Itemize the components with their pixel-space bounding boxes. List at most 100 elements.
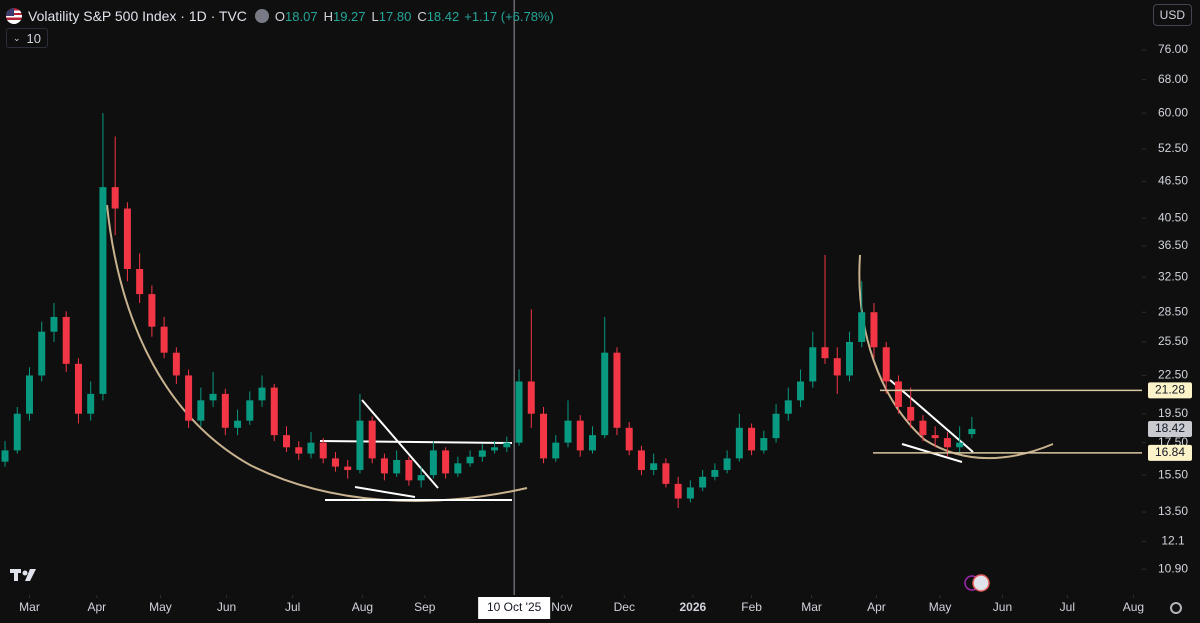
candle-body — [907, 406, 915, 421]
candle-body — [429, 450, 437, 476]
x-tick-label: May — [929, 600, 952, 614]
candle-body — [209, 393, 217, 401]
candle-body — [344, 466, 352, 470]
candle-body — [637, 450, 645, 470]
flag-icon — [6, 8, 22, 24]
symbol-title[interactable]: Volatility S&P 500 Index · 1D · TVC — [28, 8, 247, 24]
candle-body — [588, 435, 596, 451]
candle-body — [711, 469, 719, 477]
x-tick-label: Apr — [87, 600, 106, 614]
x-tick-label: Feb — [741, 600, 762, 614]
ohlc-value: 18.42 — [426, 8, 460, 24]
candle-body — [246, 400, 254, 421]
candle-body — [417, 475, 425, 481]
candle-body — [601, 352, 609, 436]
candle-body — [540, 413, 548, 459]
candle-body — [650, 463, 658, 470]
settings-icon[interactable] — [1170, 602, 1182, 614]
y-tick-label: 36.50 — [1158, 238, 1188, 252]
candle-body — [295, 447, 303, 454]
currency-button[interactable]: USD — [1152, 4, 1192, 26]
event-badge[interactable] — [972, 574, 990, 592]
y-tick-label: 40.50 — [1158, 210, 1188, 224]
ohlc-key: H — [323, 8, 333, 24]
candle-body — [833, 358, 841, 376]
candle-body — [809, 347, 817, 382]
candle-body — [931, 435, 939, 439]
x-tick-label: 2026 — [679, 600, 706, 614]
indicator-value: 10 — [26, 30, 42, 46]
candle-body — [185, 375, 193, 421]
x-tick-label: Jun — [217, 600, 236, 614]
x-tick-label: Aug — [1123, 600, 1144, 614]
candle-body — [552, 442, 560, 459]
candle-body — [613, 352, 621, 428]
candle-body — [234, 420, 242, 428]
price-label-box — [1148, 382, 1192, 399]
ohlc-key: O — [274, 8, 286, 24]
candle-body — [380, 458, 388, 474]
y-tick-label: 28.50 — [1158, 304, 1188, 318]
candle-body — [393, 460, 401, 474]
ohlc-key: C — [417, 8, 427, 24]
currency: USD — [1159, 8, 1185, 22]
candle-body — [62, 316, 70, 364]
indicator-toggle[interactable]: ⌄ 10 — [6, 28, 49, 48]
candle-body — [38, 331, 46, 376]
candle-body — [307, 442, 315, 454]
candle-body — [956, 442, 964, 448]
x-tick-label: Sep — [414, 600, 436, 614]
candle-body — [405, 460, 413, 481]
candle-body — [50, 316, 58, 332]
candle-body — [331, 458, 339, 467]
x-tick-label: Jul — [285, 600, 300, 614]
candle-body — [466, 456, 474, 464]
candle-body — [99, 187, 107, 394]
price-label-box — [1148, 444, 1192, 461]
candle-body — [148, 294, 156, 327]
candle-body — [1, 450, 9, 462]
candle-body — [943, 438, 951, 448]
y-tick-label: 10.90 — [1158, 561, 1188, 575]
candle-body — [723, 458, 731, 470]
candle-body — [160, 326, 168, 353]
x-tick-label: Mar — [801, 600, 822, 614]
price-label-box — [1148, 420, 1192, 437]
candle-body — [368, 420, 376, 459]
trend-line — [361, 399, 439, 489]
candle-body — [870, 312, 878, 348]
candle-body — [564, 420, 572, 443]
x-tick-label: Mar — [19, 600, 40, 614]
symbol-header: Volatility S&P 500 Index · 1D · TVC O 18.… — [6, 6, 554, 26]
candle-body — [527, 381, 535, 414]
candle-body — [454, 463, 462, 474]
arc-drawing — [106, 204, 528, 502]
trend-line — [354, 486, 416, 498]
x-tick-label: Nov — [551, 600, 572, 614]
candle-body — [845, 341, 853, 376]
x-tick-label: Jul — [1060, 600, 1075, 614]
candle-body — [123, 208, 131, 270]
candle-body — [735, 427, 743, 459]
price-label: 21.28 — [1155, 383, 1185, 397]
candle-body — [503, 442, 511, 448]
candle-body — [772, 413, 780, 439]
ohlc-value: 18.07 — [285, 8, 318, 24]
y-tick-label: 76.00 — [1158, 42, 1188, 56]
candle-body — [748, 427, 756, 451]
candle-body — [784, 400, 792, 414]
candle-body — [283, 435, 291, 448]
candle-body — [760, 438, 768, 451]
y-tick-label: 46.50 — [1158, 173, 1188, 187]
y-tick-label: 32.50 — [1158, 269, 1188, 283]
candle-body — [172, 352, 180, 376]
x-tick-label: Dec — [614, 600, 635, 614]
chevron: ⌄ — [13, 32, 21, 43]
plot: 10.9012.113.5015.5017.5019.5022.5025.502… — [1, 42, 1192, 619]
candle-body — [74, 363, 82, 414]
candle-body — [258, 387, 266, 401]
candle-body — [13, 413, 21, 451]
ohlc-key: L — [371, 8, 379, 24]
candle-body — [515, 381, 523, 443]
